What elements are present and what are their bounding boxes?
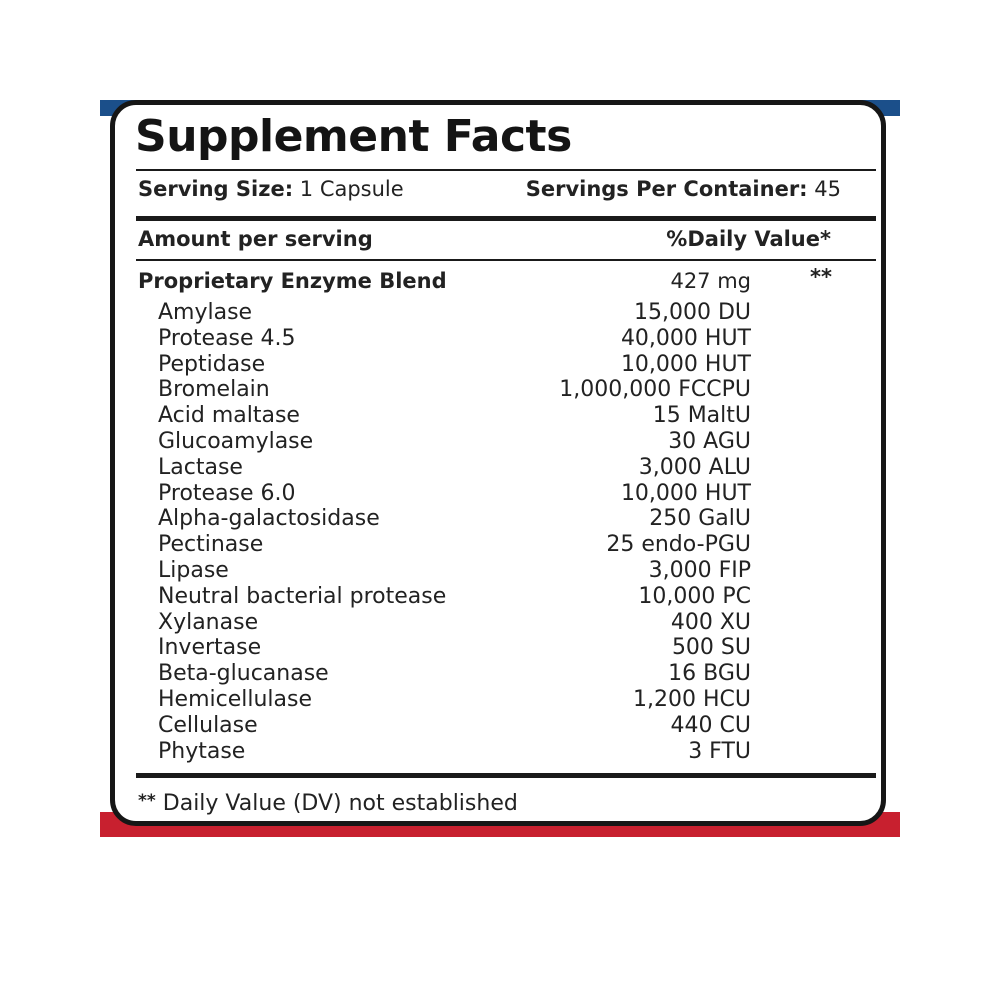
servings-per-container-label: Servings Per Container: (525, 177, 808, 201)
ingredient-amount: 16 BGU (668, 661, 751, 687)
ingredient-row: Invertase 500 SU (158, 635, 758, 661)
thick-rule-top (136, 216, 876, 221)
ingredient-amount: 40,000 HUT (620, 325, 751, 351)
ingredient-row: Hemicellulase 1,200 HCU (158, 687, 758, 713)
ingredient-row: Amylase 15,000 DU (158, 300, 758, 326)
ingredient-amount: 15 MaltU (652, 403, 751, 429)
servings-per-container-value: 45 (814, 177, 841, 201)
ingredient-name: Lactase (158, 454, 243, 480)
ingredient-name: Amylase (158, 300, 253, 325)
ingredient-name: Hemicellulase (158, 686, 313, 712)
ingredient-name: Pectinase (158, 532, 264, 558)
ingredient-name: Glucoamylase (158, 428, 314, 454)
servings-per-container: Servings Per Container: 45 (526, 177, 841, 201)
ingredient-amount: 10,000 HUT (620, 351, 751, 377)
ingredient-row: Xylanase 400 XU (158, 610, 758, 636)
ingredient-name: Neutral bacterial protease (158, 583, 447, 609)
footnote: ** Daily Value (DV) not established (138, 791, 518, 816)
ingredient-row: Lipase 3,000 FIP (158, 558, 758, 584)
ingredient-list: Amylase 15,000 DU Protease 4.5 40,000 HUT … (158, 300, 758, 764)
ingredient-row: Protease 6.0 10,000 HUT (158, 481, 758, 507)
ingredient-amount: 30 AGU (668, 428, 751, 454)
ingredient-row: Pectinase 25 endo-PGU (158, 532, 758, 558)
ingredient-name: Invertase (158, 635, 262, 661)
ingredient-amount: 25 endo-PGU (606, 532, 751, 558)
daily-value-label: %Daily Value* (666, 227, 831, 251)
ingredient-row: Glucoamylase 30 AGU (158, 429, 758, 455)
ingredient-amount: 3 FTU (688, 738, 751, 764)
serving-size-value: 1 Capsule (299, 177, 404, 201)
blend-amount: 427 mg (670, 269, 751, 293)
ingredient-name: Phytase (158, 738, 246, 764)
ingredient-row: Acid maltase 15 MaltU (158, 403, 758, 429)
amount-per-serving-label: Amount per serving (138, 227, 373, 251)
ingredient-name: Protease 4.5 (158, 325, 296, 351)
ingredient-name: Lipase (158, 557, 229, 583)
ingredient-name: Beta-glucanase (158, 661, 329, 687)
ingredient-amount: 3,000 ALU (638, 454, 751, 480)
rule-under-title (136, 169, 876, 171)
ingredient-row: Neutral bacterial protease 10,000 PC (158, 584, 758, 610)
ingredient-name: Cellulase (158, 712, 258, 738)
ingredient-row: Lactase 3,000 ALU (158, 455, 758, 481)
supplement-facts-panel: Supplement Facts Serving Size: 1 Capsule… (110, 100, 886, 826)
panel-title: Supplement Facts (135, 111, 572, 162)
serving-size-label: Serving Size: (138, 177, 294, 201)
ingredient-amount: 250 GalU (649, 506, 751, 532)
blend-name: Proprietary Enzyme Blend (138, 269, 447, 293)
ingredient-row: Alpha-galactosidase 250 GalU (158, 506, 758, 532)
ingredient-amount: 3,000 FIP (648, 557, 751, 583)
ingredient-amount: 440 CU (670, 712, 751, 738)
serving-size: Serving Size: 1 Capsule (138, 177, 404, 201)
ingredient-amount: 400 XU (670, 609, 751, 635)
footnote-marker: ** (138, 791, 156, 811)
ingredient-amount: 15,000 DU (633, 300, 751, 325)
thick-rule-bottom (136, 773, 876, 778)
footnote-text: Daily Value (DV) not established (155, 791, 518, 816)
blend-daily-value: ** (810, 265, 832, 289)
ingredient-amount: 10,000 HUT (620, 480, 751, 506)
ingredient-row: Protease 4.5 40,000 HUT (158, 326, 758, 352)
ingredient-row: Cellulase 440 CU (158, 713, 758, 739)
ingredient-name: Acid maltase (158, 403, 300, 429)
ingredient-name: Alpha-galactosidase (158, 506, 380, 532)
ingredient-row: Peptidase 10,000 HUT (158, 352, 758, 378)
ingredient-row: Bromelain 1,000,000 FCCPU (158, 377, 758, 403)
ingredient-row: Phytase 3 FTU (158, 739, 758, 765)
rule-under-header (136, 259, 876, 261)
ingredient-name: Bromelain (158, 377, 270, 403)
ingredient-row: Beta-glucanase 16 BGU (158, 661, 758, 687)
ingredient-name: Protease 6.0 (158, 480, 296, 506)
ingredient-name: Peptidase (158, 351, 266, 377)
ingredient-amount: 1,000,000 FCCPU (559, 377, 751, 403)
ingredient-amount: 500 SU (671, 635, 751, 661)
ingredient-amount: 10,000 PC (638, 583, 751, 609)
ingredient-name: Xylanase (158, 609, 259, 635)
ingredient-amount: 1,200 HCU (633, 686, 751, 712)
